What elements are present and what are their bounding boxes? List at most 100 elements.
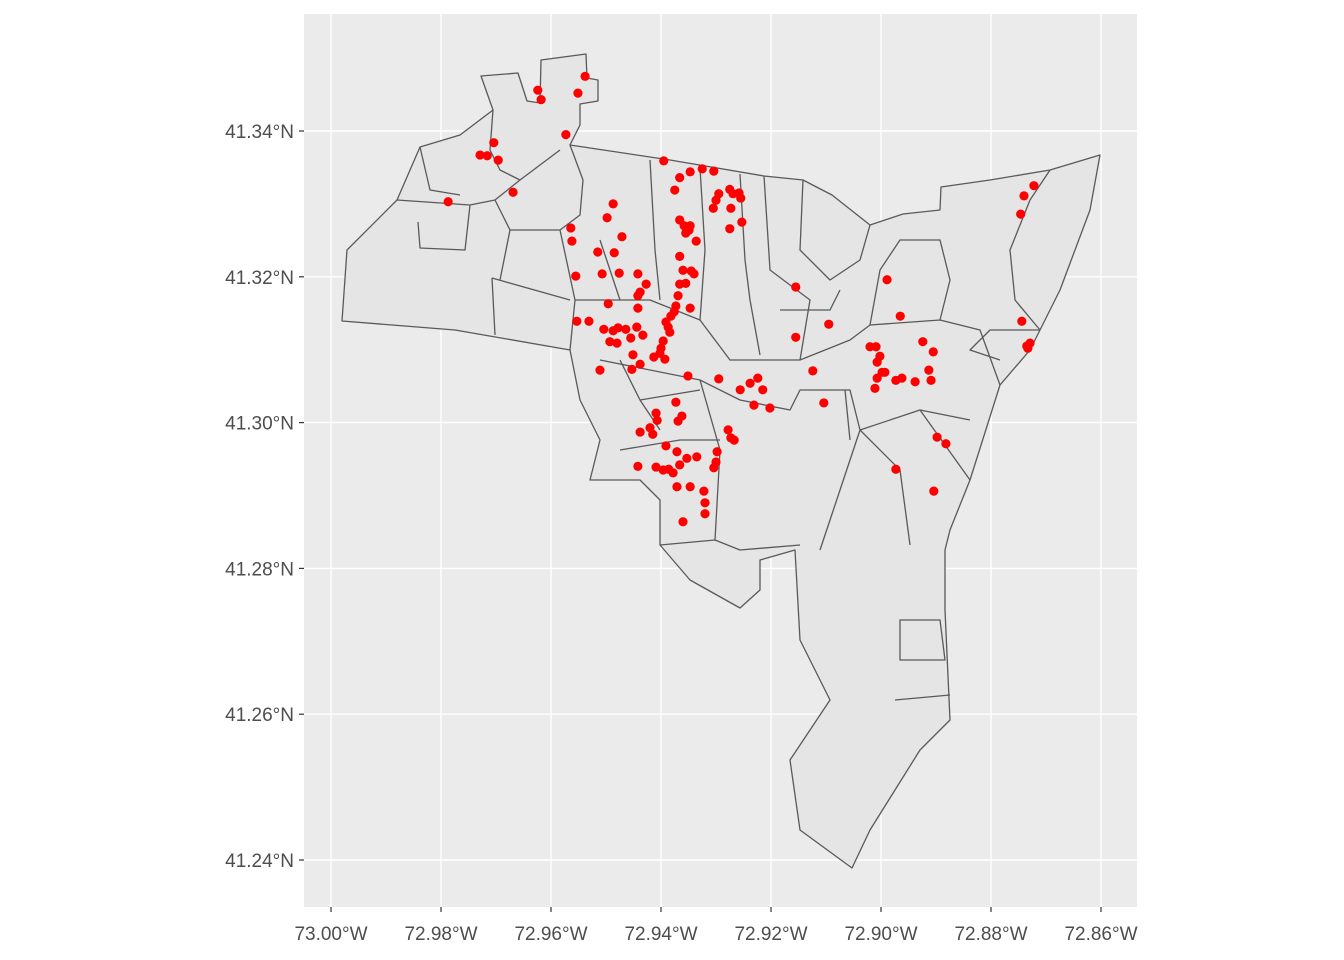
data-point (924, 365, 934, 375)
data-point (714, 374, 724, 384)
data-point (1022, 341, 1032, 351)
data-point (633, 269, 643, 279)
data-point (633, 461, 643, 471)
data-point (725, 224, 735, 234)
data-point (561, 130, 571, 140)
data-point (614, 268, 624, 278)
data-point (536, 95, 546, 105)
data-point (567, 236, 577, 246)
city-boundary (341, 53, 1101, 869)
data-point (691, 236, 701, 246)
data-point (673, 291, 683, 301)
data-point (648, 429, 658, 439)
data-point (712, 447, 722, 457)
data-point (670, 185, 680, 195)
data-point (726, 203, 736, 213)
data-point (824, 319, 834, 329)
data-point (808, 366, 818, 376)
data-point (573, 88, 583, 98)
data-point (708, 203, 718, 213)
data-point (638, 330, 648, 340)
data-point (651, 462, 661, 472)
data-point (482, 151, 492, 161)
data-point (926, 375, 936, 385)
data-point (749, 400, 759, 410)
data-point (658, 465, 668, 475)
x-tick-label: 72.86°W (1064, 924, 1137, 945)
data-point (566, 223, 576, 233)
data-point (613, 323, 623, 333)
x-tick-label: 72.94°W (624, 924, 697, 945)
data-point (729, 435, 739, 445)
data-point (635, 359, 645, 369)
data-point (675, 279, 685, 289)
data-point (895, 311, 905, 321)
data-point (641, 279, 651, 289)
data-point (489, 138, 499, 148)
data-point (675, 460, 685, 470)
data-point (765, 403, 775, 413)
data-point (602, 213, 612, 223)
data-point (608, 199, 618, 209)
data-point (475, 150, 485, 160)
data-point (1029, 181, 1039, 191)
data-point (1019, 191, 1029, 201)
x-tick-label: 72.92°W (734, 924, 807, 945)
data-point (660, 354, 670, 364)
data-point (700, 509, 710, 519)
data-point (633, 303, 643, 313)
data-point (910, 377, 920, 387)
data-point (627, 364, 637, 374)
data-point (689, 269, 699, 279)
y-tick-label: 41.30°N (225, 414, 294, 435)
data-point (675, 251, 685, 261)
data-point (758, 385, 768, 395)
data-point (685, 221, 695, 231)
data-point (508, 187, 518, 197)
y-axis: 41.24°N 41.26°N 41.28°N 41.30°N 41.32°N 41.34… (225, 122, 304, 872)
data-point (685, 303, 695, 313)
data-point (791, 332, 801, 342)
data-point (745, 378, 755, 388)
x-tick-label: 72.96°W (514, 924, 587, 945)
data-point (678, 517, 688, 527)
data-point (580, 71, 590, 81)
data-point (880, 367, 890, 377)
y-tick-label: 41.34°N (225, 122, 294, 143)
data-point (673, 416, 683, 426)
points-layer (443, 71, 1039, 527)
data-point (871, 342, 881, 352)
data-point (658, 336, 668, 346)
data-point (723, 425, 733, 435)
data-point (872, 373, 882, 383)
data-point (678, 265, 688, 275)
data-point (572, 316, 582, 326)
data-point (493, 155, 503, 165)
data-point (605, 337, 615, 347)
data-point (672, 482, 682, 492)
data-point (671, 397, 681, 407)
data-point (621, 324, 631, 334)
data-point (443, 197, 453, 207)
data-point (711, 195, 721, 205)
data-point (595, 365, 605, 375)
data-point (593, 247, 603, 257)
data-point (635, 427, 645, 437)
data-point (932, 432, 942, 442)
data-point (791, 282, 801, 292)
data-point (685, 482, 695, 492)
data-point (597, 269, 607, 279)
data-point (697, 164, 707, 174)
data-point (682, 453, 692, 463)
x-tick-label: 72.88°W (954, 924, 1027, 945)
x-tick-label: 72.90°W (844, 924, 917, 945)
data-point (675, 173, 685, 183)
data-point (659, 156, 669, 166)
data-point (685, 167, 695, 177)
data-point (897, 373, 907, 383)
data-point (626, 333, 636, 343)
y-tick-label: 41.32°N (225, 268, 294, 289)
x-axis: 73.00°W 72.98°W 72.96°W 72.94°W 72.92°W 72.90… (294, 907, 1138, 945)
data-point (584, 316, 594, 326)
